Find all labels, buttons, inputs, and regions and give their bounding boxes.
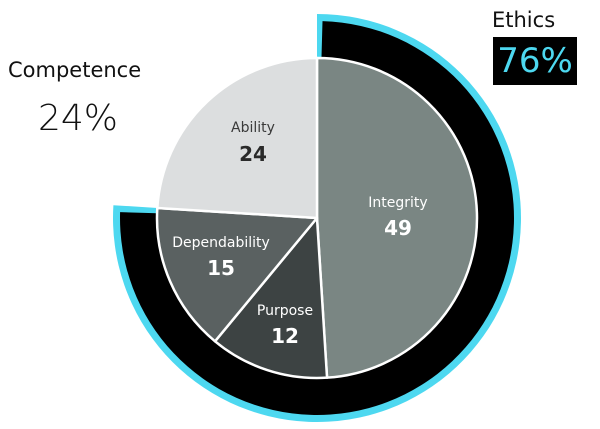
slice-label-dependability: Dependability <box>172 235 270 251</box>
slice-value-ability: 24 <box>239 142 267 166</box>
ethics-percent-badge: 76% <box>493 37 577 85</box>
slice-value-dependability: 15 <box>207 256 235 280</box>
slice-value-integrity: 49 <box>384 216 412 240</box>
pie-slice-dependability <box>155 206 319 343</box>
pie-slice-labels: Integrity 49 Purpose 12 Dependability 15… <box>172 120 427 348</box>
competence-percent: 24% <box>38 98 119 139</box>
ethics-label: Ethics <box>492 8 556 32</box>
slice-label-integrity: Integrity <box>368 195 427 211</box>
pie-slice-ability <box>156 56 319 220</box>
competence-label: Competence <box>8 58 142 82</box>
pie-slice-integrity <box>315 56 479 379</box>
slice-label-purpose: Purpose <box>257 303 313 319</box>
slice-label-ability: Ability <box>231 120 275 136</box>
pie-slice-purpose <box>213 216 329 380</box>
slice-value-purpose: 12 <box>271 324 299 348</box>
pie-slices <box>155 56 479 380</box>
